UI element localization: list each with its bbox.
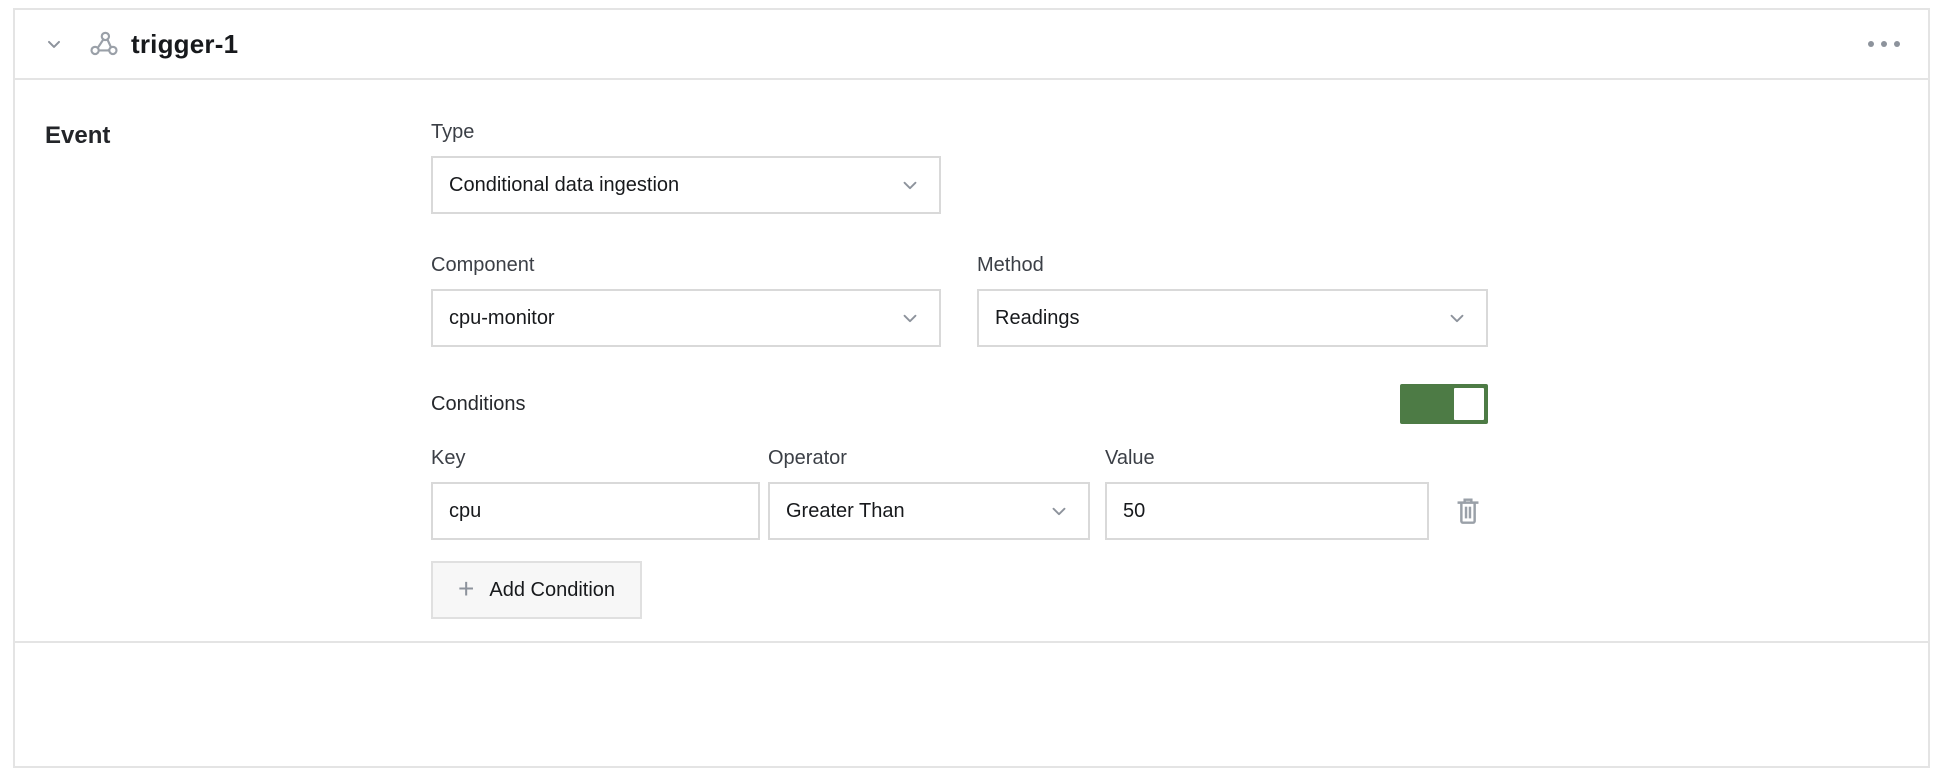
component-select-value: cpu-monitor (449, 306, 555, 329)
key-label: Key (431, 447, 466, 469)
method-label: Method (977, 254, 1044, 276)
component-select[interactable]: cpu-monitor (431, 289, 941, 347)
operator-select[interactable]: Greater Than (768, 482, 1090, 540)
key-input[interactable] (431, 482, 760, 540)
type-select-value: Conditional data ingestion (449, 173, 680, 196)
type-select[interactable]: Conditional data ingestion (431, 156, 941, 214)
collapse-button[interactable] (43, 33, 65, 55)
method-select-value: Readings (995, 306, 1080, 329)
value-input[interactable] (1105, 482, 1429, 540)
component-label: Component (431, 254, 535, 276)
type-label: Type (431, 121, 475, 143)
toggle-knob (1454, 388, 1484, 420)
card-title: trigger-1 (131, 28, 239, 59)
trigger-card-header: trigger-1 (15, 10, 1928, 80)
more-options-button[interactable] (1866, 32, 1902, 56)
operator-label: Operator (768, 447, 847, 469)
chevron-down-icon (1446, 307, 1468, 329)
conditions-toggle[interactable] (1400, 384, 1488, 424)
next-section-placeholder (15, 643, 1928, 763)
trash-icon (1453, 495, 1483, 527)
chevron-down-icon (44, 34, 64, 54)
event-form: Type Conditional data ingestion Componen… (431, 120, 1488, 619)
chevron-down-icon (899, 307, 921, 329)
plus-icon: + (458, 572, 475, 604)
event-section: Event Type Conditional data ingestion Co… (15, 80, 1928, 641)
add-condition-button[interactable]: + Add Condition (431, 561, 643, 619)
section-divider (15, 641, 1928, 643)
trigger-card: trigger-1 Event Type Conditional data in… (13, 8, 1930, 768)
chevron-down-icon (899, 174, 921, 196)
delete-condition-button[interactable] (1453, 495, 1483, 527)
add-condition-label: Add Condition (489, 578, 616, 601)
ellipsis-icon (1868, 41, 1874, 47)
method-select[interactable]: Readings (977, 289, 1488, 347)
operator-select-value: Greater Than (786, 499, 905, 522)
webhook-icon (89, 29, 119, 59)
event-heading: Event (45, 122, 111, 149)
chevron-down-icon (1048, 500, 1070, 522)
conditions-label: Conditions (431, 392, 526, 415)
value-label: Value (1105, 447, 1155, 469)
